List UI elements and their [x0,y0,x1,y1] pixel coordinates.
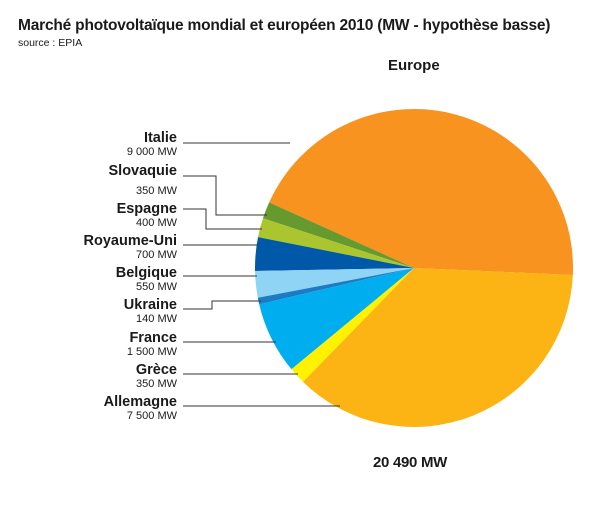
label-name: Grèce [135,362,177,378]
label-name: Ukraine [123,297,177,313]
label-name: France [129,330,177,346]
label-value: 350 MW [136,378,177,390]
label-name: Belgique [115,265,177,281]
label-espagne: Espagne 400 MW [117,201,177,230]
pie-slice-ukraine [257,268,414,305]
chart-title: Marché photovoltaïque mondial et europée… [18,17,551,34]
label-royaume-uni: Royaume-Uni 700 MW [84,233,177,262]
label-name: Italie [143,130,177,146]
label-value: 550 MW [136,281,177,293]
label-value: 7 500 MW [126,410,177,422]
pie-slice-espagne [258,218,414,268]
label-value: 140 MW [136,313,177,325]
pie-slice-slovaquie [262,202,414,268]
pie-slices [255,108,574,427]
label-france: France 1 500 MW [127,330,177,359]
label-name: Allemagne [103,394,177,410]
leader-line-espagne [183,208,262,230]
pie-slice-belgique [255,268,414,298]
pie-slice-royaume-uni [255,237,414,272]
label-name: Royaume-Uni [83,233,177,249]
leader-line-slovaquie [183,175,267,216]
label-value: 700 MW [136,249,177,261]
label-name: Espagne [116,201,177,217]
label-ukraine: Ukraine 140 MW [124,297,177,326]
label-allemagne: Allemagne 7 500 MW [104,394,177,423]
pie-slice-italie [269,108,574,275]
label-grece: Grèce 350 MW [136,362,177,391]
chart-source: source : EPIA [18,37,83,49]
chart-subtitle: Europe [388,57,440,74]
label-belgique: Belgique 550 MW [116,265,177,294]
label-value: 9 000 MW [126,146,177,158]
label-slovaquie: Slovaquie 350 MW [109,163,178,198]
label-value: 1 500 MW [126,346,177,358]
pie-slice-france [259,268,414,370]
label-italie: Italie 9 000 MW [127,130,177,159]
chart-total: 20 490 MW [373,454,447,471]
pie-slice-grece [291,268,414,382]
leader-lines [183,142,340,407]
label-name: Slovaquie [108,163,178,179]
leader-line-ukraine [183,300,261,310]
pie-slice-allemagne [303,268,573,427]
label-value: 400 MW [136,217,177,229]
label-value: 350 MW [136,185,177,197]
